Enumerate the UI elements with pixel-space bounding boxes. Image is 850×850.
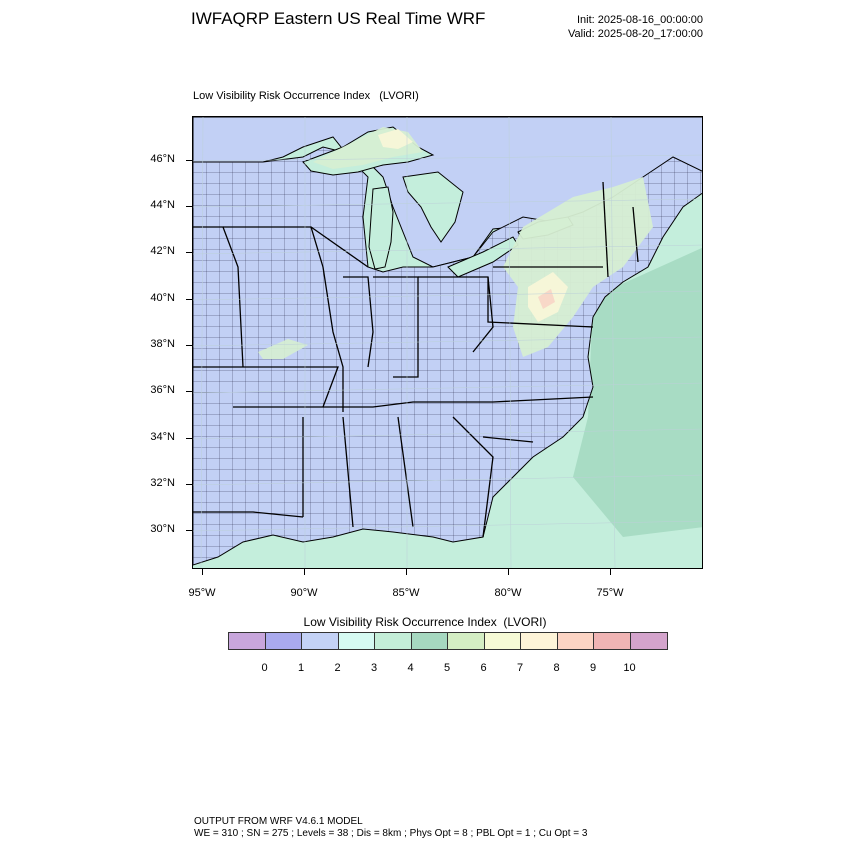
- colorbar-label-1: 1: [297, 662, 305, 674]
- state-borders: [193, 181, 639, 538]
- colorbar-label-6: 6: [480, 662, 487, 674]
- init-time: Init: 2025-08-16_00:00:00: [577, 14, 703, 26]
- lat-label-34: 34°N: [150, 431, 175, 443]
- lat-label-42: 42°N: [150, 245, 175, 257]
- page-title: IWFAQRP Eastern US Real Time WRF: [191, 9, 486, 28]
- lat-label-44: 44°N: [150, 199, 175, 211]
- colorbar-box-0: [229, 633, 266, 649]
- colorbar-title: Low Visibility Risk Occurrence Index (LV…: [303, 615, 547, 629]
- colorbar-label-5: 5: [443, 662, 451, 674]
- lat-tick: [186, 345, 192, 346]
- colorbar-box-2: [302, 633, 339, 649]
- lat-tick: [186, 252, 192, 253]
- lat-tick: [186, 160, 192, 161]
- lon-tick: [202, 569, 203, 575]
- colorbar-label-8: 8: [553, 662, 560, 674]
- lon-label-90: 90°W: [290, 587, 318, 599]
- lat-label-38: 38°N: [150, 338, 175, 350]
- panel-title: Low Visibility Risk Occurrence Index (LV…: [193, 90, 419, 102]
- deep-ocean-shade: [573, 247, 702, 537]
- lon-label-85: 85°W: [392, 587, 420, 599]
- lat-tick: [186, 206, 192, 207]
- lon-tick: [508, 569, 509, 575]
- lon-tick: [406, 569, 407, 575]
- colorbar-box-4: [375, 633, 412, 649]
- colorbar-label-0: 0: [261, 662, 268, 674]
- lon-label-80: 80°W: [494, 587, 522, 599]
- colorbar-box-6: [448, 633, 485, 649]
- colorbar-box-3: [338, 633, 375, 649]
- lat-tick: [186, 299, 192, 300]
- footer-line-1: OUTPUT FROM WRF V4.6.1 MODEL: [194, 816, 363, 827]
- colorbar-label-3: 3: [370, 662, 378, 674]
- lat-label-30: 30°N: [150, 523, 175, 535]
- colorbar-label-9: 9: [589, 662, 597, 674]
- colorbar-label-2: 2: [334, 662, 341, 674]
- lon-tick: [610, 569, 611, 575]
- lat-label-36: 36°N: [150, 384, 175, 396]
- lvori-level-9-pennsylvania: [538, 289, 555, 309]
- footer-line-2: WE = 310 ; SN = 275 ; Levels = 38 ; Dis …: [194, 828, 588, 839]
- colorbar-label-7: 7: [516, 662, 524, 674]
- colorbar-box-5: [411, 633, 448, 649]
- valid-time: Valid: 2025-08-20_17:00:00: [568, 28, 703, 40]
- lat-label-46: 46°N: [150, 153, 175, 165]
- graticule: [193, 117, 702, 568]
- lat-label-40: 40°N: [150, 292, 175, 304]
- lat-tick: [186, 530, 192, 531]
- lat-tick: [186, 438, 192, 439]
- lake-michigan: [368, 186, 394, 270]
- lon-label-75: 75°W: [596, 587, 624, 599]
- colorbar: [228, 632, 668, 650]
- lake-huron: [402, 171, 464, 243]
- model-info-footer: OUTPUT FROM WRF V4.6.1 MODEL WE = 310 ; …: [194, 816, 587, 840]
- lon-tick: [304, 569, 305, 575]
- map-plot-area: [192, 116, 703, 569]
- time-info: Init: 2025-08-16_00:00:00 Valid: 2025-08…: [568, 13, 703, 41]
- colorbar-box-7: [484, 633, 521, 649]
- colorbar-box-11: [630, 633, 667, 649]
- colorbar-box-8: [521, 633, 558, 649]
- colorbar-box-10: [594, 633, 631, 649]
- lvori-level-7-upper-michigan: [378, 129, 413, 149]
- colorbar-label-4: 4: [407, 662, 414, 674]
- colorbar-box-9: [557, 633, 594, 649]
- colorbar-box-1: [265, 633, 302, 649]
- lon-label-95: 95°W: [188, 587, 216, 599]
- colorbar-label-10: 10: [623, 662, 636, 674]
- lat-tick: [186, 391, 192, 392]
- lat-tick: [186, 484, 192, 485]
- lat-label-32: 32°N: [150, 477, 175, 489]
